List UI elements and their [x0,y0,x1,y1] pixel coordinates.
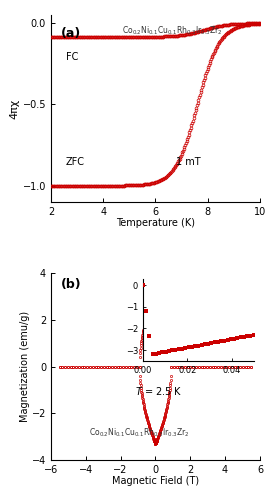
Text: $T$ = 2.5 K: $T$ = 2.5 K [135,384,182,396]
Text: ZFC: ZFC [66,156,84,166]
X-axis label: Temperature (K): Temperature (K) [116,218,195,228]
Text: Co$_{0.2}$Ni$_{0.1}$Cu$_{0.1}$Rh$_{0.3}$Ir$_{0.3}$Zr$_2$: Co$_{0.2}$Ni$_{0.1}$Cu$_{0.1}$Rh$_{0.3}$… [122,24,223,37]
Text: Co$_{0.2}$Ni$_{0.1}$Cu$_{0.1}$Rh$_{0.3}$Ir$_{0.3}$Zr$_2$: Co$_{0.2}$Ni$_{0.1}$Cu$_{0.1}$Rh$_{0.3}$… [88,426,189,439]
Text: (a): (a) [61,28,82,40]
Y-axis label: Magnetization (emu/g): Magnetization (emu/g) [20,311,30,422]
Text: 1 mT: 1 mT [176,156,201,166]
Text: FC: FC [66,52,78,62]
Y-axis label: 4πχ: 4πχ [10,98,20,118]
Text: (b): (b) [61,278,82,291]
X-axis label: Magnetic Field (T): Magnetic Field (T) [112,476,199,486]
